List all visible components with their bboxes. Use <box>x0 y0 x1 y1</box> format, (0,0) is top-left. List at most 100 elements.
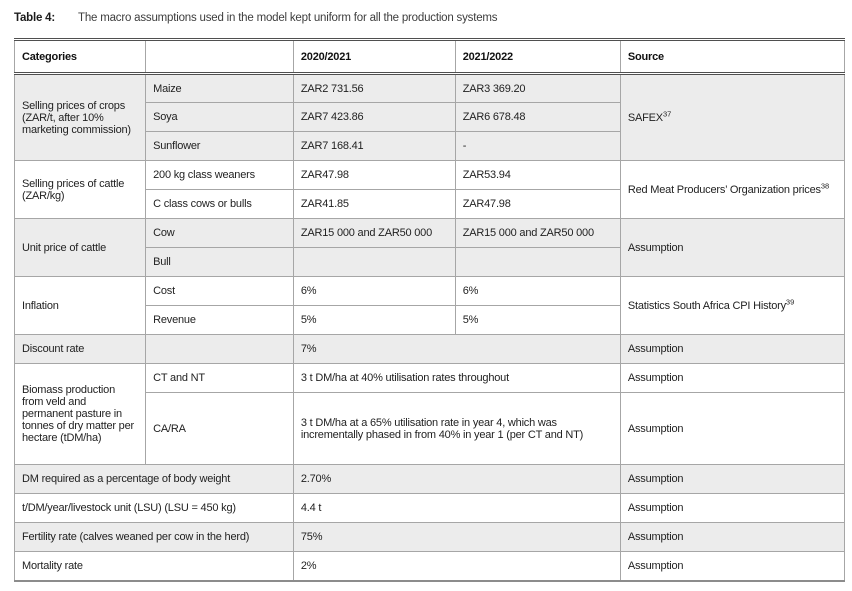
cell-text: 2.70% <box>300 473 332 485</box>
table-row: Discount rate 7% Assumption <box>13 334 846 364</box>
cell-text: 6% <box>462 285 479 297</box>
footnote-reference: 38 <box>820 180 830 190</box>
table-caption-label: Table 4: <box>14 12 56 24</box>
table-row: Soya ZAR7 423.86 ZAR6 678.48 <box>15 102 845 132</box>
table-cell: ZAR2 731.56 <box>292 73 456 103</box>
table-cell: Sunflower <box>145 131 294 161</box>
table-cell: 2.70% <box>292 464 621 494</box>
table-cell: ZAR47.98 <box>454 189 621 219</box>
cell-text: 4.4 t <box>300 502 322 514</box>
header-row: Categories 2020/2021 2021/2022 Source <box>13 39 846 75</box>
cell-text: t/DM/year/livestock unit (LSU) (LSU = 45… <box>22 502 236 514</box>
cell-text: CA/RA <box>153 422 186 435</box>
table-cell: Assumption <box>619 363 846 393</box>
column-header-source: Source <box>619 39 846 75</box>
cell-text: Revenue <box>153 314 196 326</box>
cell-text: Biomass production from veld and permane… <box>22 384 134 444</box>
table-cell: ZAR7 168.41 <box>292 131 456 161</box>
table-cell: Assumption <box>619 334 846 364</box>
table-cell: ZAR53.94 <box>454 160 621 190</box>
table-row: Revenue 5% 5% <box>15 305 845 335</box>
cell-text: ZAR41.85 <box>300 198 349 210</box>
table-cell: Inflation <box>13 276 147 335</box>
table-cell: C class cows or bulls <box>145 189 294 219</box>
table-row: Unit price of cattle Cow ZAR15 000 and ZAR… <box>13 218 846 277</box>
table-cell <box>145 334 294 364</box>
cell-text: Unit price of cattle <box>22 241 107 254</box>
cell-text: Fertility rate (calves weaned per cow in… <box>22 531 250 543</box>
table-cell: Selling prices of cattle (ZAR/kg) <box>13 160 147 219</box>
table-row: Sunflower ZAR7 168.41 - <box>15 131 845 161</box>
column-header-categories: Categories <box>13 39 147 75</box>
table-cell: ZAR41.85 <box>292 189 456 219</box>
cell-text: Cow <box>153 227 175 239</box>
cell-text: SAFEX <box>627 111 663 124</box>
table-cell: ZAR47.98 <box>292 160 456 190</box>
table-cell: 5% <box>454 305 621 335</box>
table-cell: 3 t DM/ha at 40% utilisation rates throu… <box>292 363 621 393</box>
table-row: Fertility rate (calves weaned per cow in… <box>14 522 846 552</box>
cell-text: ZAR7 423.86 <box>300 111 364 123</box>
cell-text: DM required as a percentage of body weig… <box>22 473 231 485</box>
table-row: Biomass production from veld and permane… <box>13 363 846 465</box>
cell-text: Cost <box>153 285 175 297</box>
cell-text: ZAR15 000 and ZAR50 000 <box>300 227 433 239</box>
table-cell: CA/RA <box>145 392 294 465</box>
cell-text: Mortality rate <box>22 559 83 572</box>
cell-text: Assumption <box>627 372 684 384</box>
table-cell: Discount rate <box>13 334 147 364</box>
table-cell: Cow <box>145 218 294 248</box>
cell-text: 5% <box>300 314 317 326</box>
cell-text: C class cows or bulls <box>153 198 252 210</box>
table-cell: Cost <box>145 276 294 306</box>
table-cell: Assumption <box>619 551 846 581</box>
table-row: DM required as a percentage of body weig… <box>14 464 846 494</box>
table-cell: Fertility rate (calves weaned per cow in… <box>14 522 294 552</box>
cell-text: Bull <box>153 256 171 268</box>
column-header-2020-2021: 2020/2021 <box>292 39 456 75</box>
cell-text: Assumption <box>627 343 684 355</box>
table-body: Selling prices of crops (ZAR/t, after 10… <box>13 73 846 581</box>
cell-text: ZAR3 369.20 <box>462 82 526 95</box>
cell-text: Inflation <box>22 299 59 312</box>
cell-text: Statistics South Africa CPI History <box>627 299 786 312</box>
cell-text: ZAR15 000 and ZAR50 000 <box>462 227 594 239</box>
cell-text: 2% <box>300 559 317 572</box>
table-cell: CT and NT <box>145 363 294 393</box>
table-header: Categories 2020/2021 2021/2022 Source <box>13 39 846 75</box>
table-cell: t/DM/year/livestock unit (LSU) (LSU = 45… <box>14 493 294 523</box>
cell-text: 5% <box>462 314 479 326</box>
table-cell: ZAR7 423.86 <box>292 102 456 132</box>
table-cell <box>292 247 456 277</box>
table-cell: ZAR15 000 and ZAR50 000 <box>454 218 621 248</box>
table-cell: 75% <box>292 522 621 552</box>
table-cell: Bull <box>145 247 294 277</box>
table-cell: Mortality rate <box>14 551 294 581</box>
cell-text: Assumption <box>627 422 684 435</box>
table-cell: Soya <box>145 102 294 132</box>
cell-text: Red Meat Producers’ Organization prices <box>627 183 821 196</box>
footnote-reference: 39 <box>785 296 795 306</box>
table-caption-text: The macro assumptions used in the model … <box>78 12 498 24</box>
table-row: t/DM/year/livestock unit (LSU) (LSU = 45… <box>14 493 846 523</box>
table-cell: 5% <box>292 305 456 335</box>
table-cell: 6% <box>292 276 456 306</box>
table-cell: - <box>454 131 621 161</box>
cell-text: ZAR47.98 <box>462 198 511 210</box>
cell-text: 6% <box>300 285 317 297</box>
cell-text: Selling prices of cattle (ZAR/kg) <box>22 177 125 202</box>
table-row: Inflation Cost 6% 6% Statistics South Africa… <box>13 276 846 335</box>
cell-text: - <box>462 140 467 152</box>
table-cell: Assumption <box>619 392 846 465</box>
table-row: C class cows or bulls ZAR41.85 ZAR47.98 <box>15 189 845 219</box>
table-cell: Statistics South Africa CPI History39 <box>619 276 846 335</box>
cell-text: Maize <box>153 82 182 95</box>
table-cell: ZAR3 369.20 <box>454 73 621 103</box>
cell-text: 200 kg class weaners <box>153 169 255 181</box>
cell-text: Selling prices of crops (ZAR/t, after 10… <box>22 99 131 136</box>
cell-text: Assumption <box>627 531 684 543</box>
table-cell <box>454 247 621 277</box>
table-cell: 4.4 t <box>292 493 621 523</box>
table-cell: Biomass production from veld and permane… <box>13 363 147 465</box>
